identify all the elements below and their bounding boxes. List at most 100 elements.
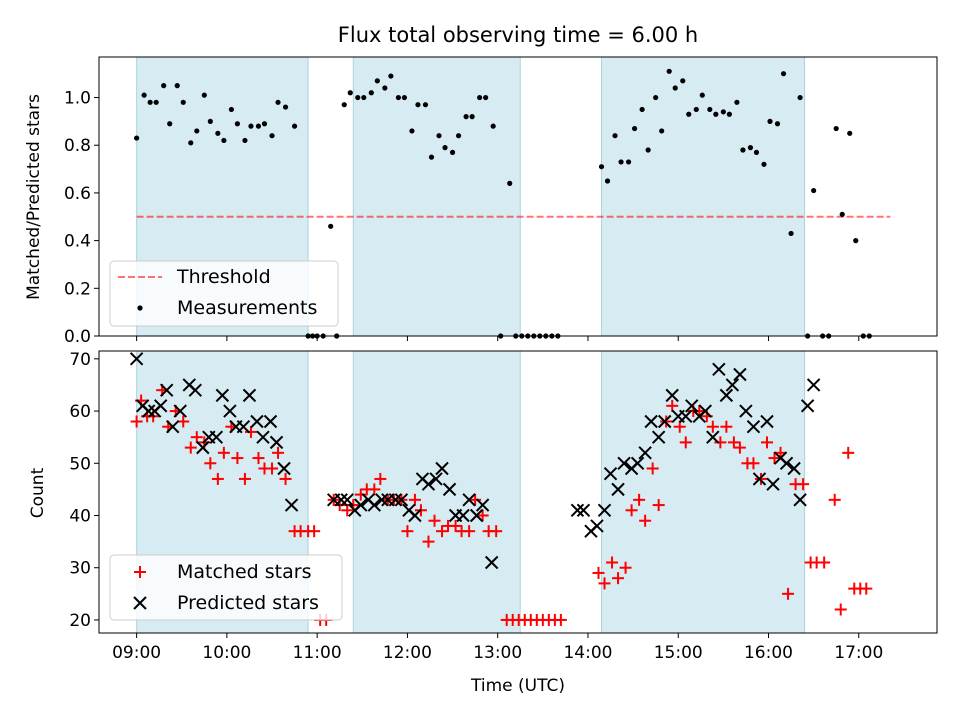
measurement-point [134, 135, 140, 141]
matched-star-point [244, 425, 257, 438]
matched-star-point [190, 431, 203, 444]
figure-title: Flux total observing time = 6.00 h [338, 23, 698, 47]
predicted-star-point [657, 414, 672, 429]
measurement-point [507, 180, 513, 186]
measurement-point [713, 111, 719, 117]
measurement-point [797, 94, 803, 101]
ratio-y-label: Matched/Predicted stars [24, 94, 44, 300]
predicted-star-point [159, 383, 174, 397]
matched-star-point [612, 572, 625, 585]
matched-star-point [252, 452, 265, 465]
matched-star-point [238, 472, 251, 485]
measurement-point [180, 99, 186, 105]
y-tick-label: 70 [69, 350, 91, 370]
predicted-star-point [141, 404, 156, 418]
matched-star-point [211, 472, 224, 485]
measurement-point [726, 111, 732, 117]
count-x-axis: 09:00 10:00 11:00 12:00 13:00 14:00 15:00 16:00… [112, 633, 883, 663]
y-tick-label: 30 [69, 559, 91, 579]
predicted-star-point [469, 508, 484, 523]
measurement-point [455, 133, 462, 139]
count-y-label: Count [28, 467, 48, 518]
measurement-point [483, 94, 489, 101]
predicted-star-point [475, 498, 490, 512]
measurement-point [463, 114, 469, 120]
matched-star-point [266, 462, 279, 475]
predicted-star-point [576, 503, 591, 517]
predicted-star-point [367, 498, 382, 512]
matched-star-point [782, 587, 795, 600]
matched-star-point [625, 504, 638, 517]
matched-star-point [130, 415, 143, 428]
measurement-point [147, 99, 153, 105]
measurement-point [395, 94, 401, 101]
matched-star-point [341, 504, 354, 517]
predicted-star-point [590, 519, 604, 533]
matched-star-point [760, 436, 773, 449]
measurement-point [415, 102, 421, 108]
matched-star-point [639, 514, 652, 527]
measurement-point [490, 123, 496, 129]
measurement-point [625, 159, 632, 165]
count-legend-box [109, 554, 343, 621]
measurement-point [361, 94, 367, 101]
measurement-point [215, 130, 221, 136]
matched-star-point [633, 493, 646, 506]
legend-matched-swatch [134, 566, 146, 578]
predicted-star-point [462, 493, 476, 507]
matched-star-point [797, 478, 810, 491]
matched-star-point [720, 420, 733, 433]
y-tick-label: 1.0 [64, 89, 91, 109]
measurement-point [341, 102, 347, 108]
measurement-point [269, 133, 275, 139]
predicted-star-point [153, 399, 168, 413]
measurement-point [469, 114, 475, 120]
legend-threshold-label: Threshold [176, 266, 271, 288]
predicted-star-point [196, 440, 210, 455]
measurement-point [747, 145, 754, 151]
predicted-star-point [611, 482, 625, 497]
measurement-point [720, 109, 726, 115]
measurement-point [780, 71, 787, 77]
matched-star-point [308, 525, 321, 538]
predicted-star-point [277, 461, 291, 476]
predicted-star-point [375, 493, 389, 507]
predicted-star-point [698, 404, 713, 418]
predicted-star-point [739, 404, 753, 418]
matched-star-point [706, 420, 719, 433]
measurement-point [347, 90, 353, 96]
legend-predicted-label: Predicted stars [177, 592, 319, 614]
x-tick-label: 17:00 [834, 643, 883, 663]
measurement-point [388, 73, 394, 79]
predicted-star-point [435, 461, 449, 476]
x-tick-label: 10:00 [202, 643, 251, 663]
measurement-point [767, 118, 773, 124]
y-tick-label: 20 [69, 611, 91, 631]
measurement-point [659, 128, 665, 134]
measurement-point [291, 123, 298, 129]
x-tick-label: 12:00 [383, 643, 432, 663]
measurement-point [436, 133, 442, 139]
count-panel: 20 30 40 50 60 70 09:00 10:00 11:00 12:00 13:00 14… [28, 350, 938, 696]
matched-star-point [679, 436, 692, 449]
measurement-point [811, 187, 817, 194]
measurement-point [207, 118, 213, 124]
measurement-point [604, 178, 611, 184]
legend-measurements-label: Measurements [177, 297, 317, 319]
x-tick-label: 15:00 [654, 643, 703, 663]
predicted-star-point [787, 461, 801, 476]
matched-star-point [374, 472, 387, 485]
legend-matched-label: Matched stars [177, 561, 311, 583]
matched-star-point [469, 493, 482, 506]
predicted-star-point [269, 435, 284, 450]
predicted-star-point [256, 430, 270, 444]
predicted-star-point [638, 446, 652, 460]
measurement-point [598, 164, 605, 170]
matched-star-point [842, 446, 855, 459]
measurement-point [847, 130, 853, 136]
measurement-point [328, 223, 334, 229]
measurement-point [853, 238, 859, 244]
y-tick-label: 40 [69, 507, 91, 527]
matched-star-point [652, 499, 665, 512]
